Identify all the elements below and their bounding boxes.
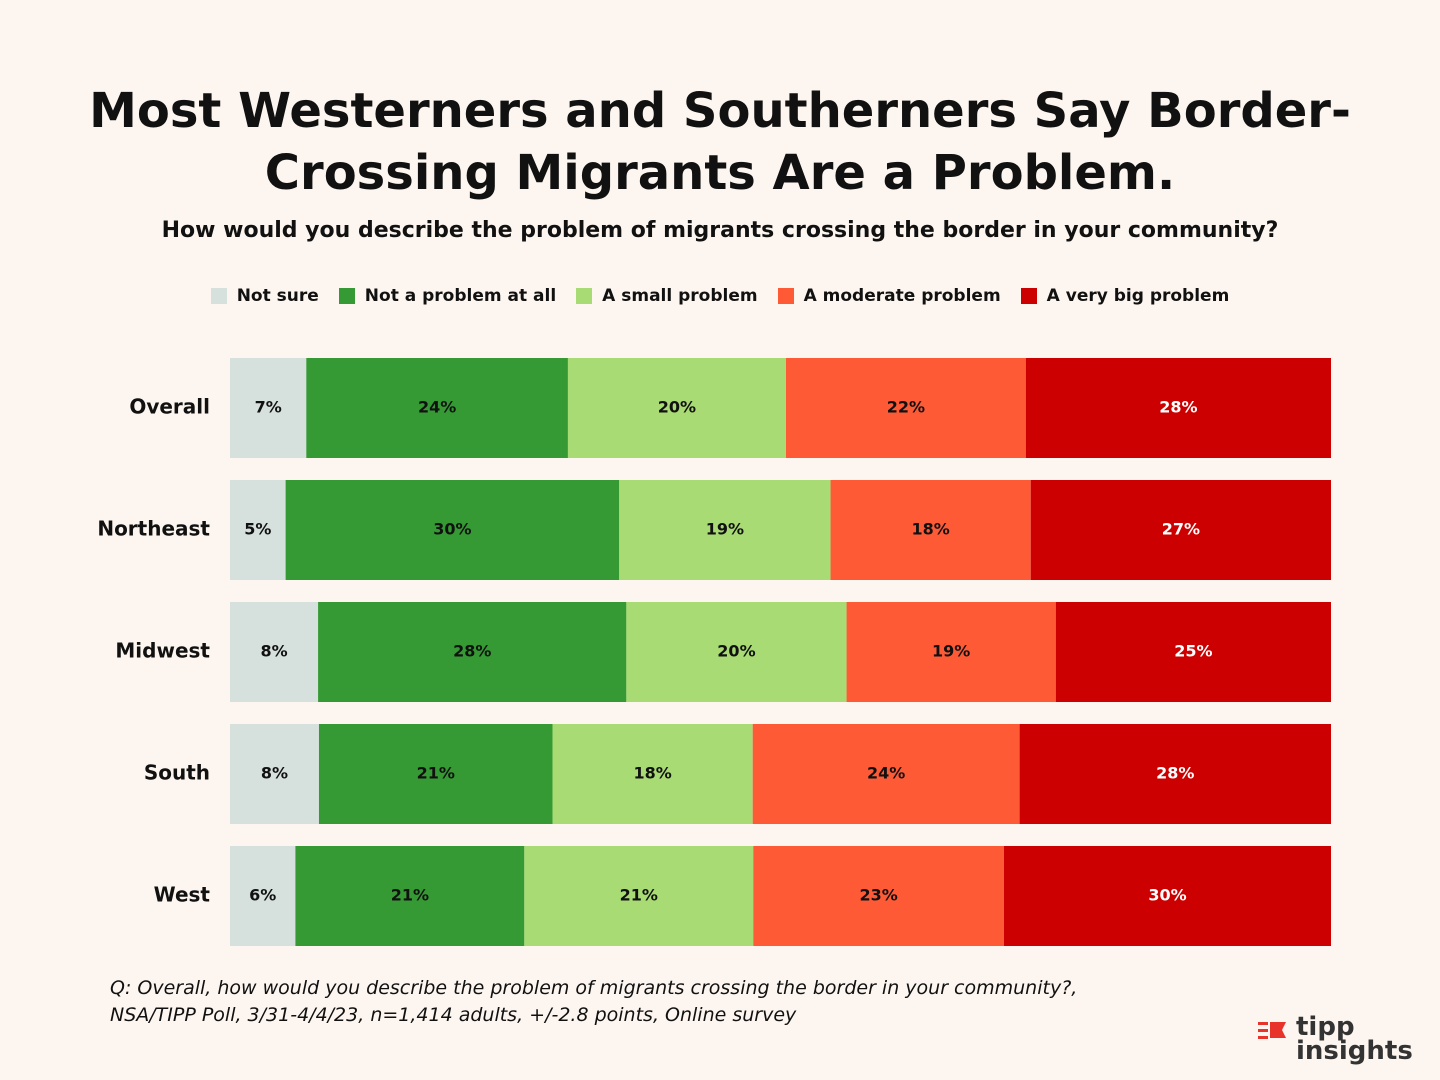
chart-title-line-2: Crossing Migrants Are a Problem. (264, 145, 1176, 201)
bar-segment (785, 358, 1026, 458)
bar-segment (1025, 358, 1331, 458)
data-label: 19% (932, 642, 970, 661)
category-label: Northeast (97, 517, 210, 541)
bar-segment (752, 724, 1020, 824)
footnote: Q: Overall, how would you describe the p… (110, 975, 1077, 1029)
bar-segment (830, 480, 1031, 580)
data-label: 28% (453, 642, 491, 661)
tipp-insights-logo: tipp insights (1258, 1012, 1413, 1066)
legend-swatch (576, 288, 593, 304)
bar-segment (753, 846, 1004, 946)
logo-word-insights: insights (1296, 1036, 1413, 1066)
data-label: 18% (911, 520, 949, 539)
category-label: West (154, 883, 211, 907)
data-label: 20% (658, 398, 696, 417)
bar-segment (230, 846, 296, 946)
data-label: 27% (1162, 520, 1200, 539)
bar-segment (1055, 602, 1331, 702)
data-label: 6% (249, 886, 276, 905)
data-label: 20% (717, 642, 755, 661)
data-label: 28% (1159, 398, 1197, 417)
bar-segment (230, 480, 286, 580)
bar-segment (524, 846, 754, 946)
data-label: 7% (255, 398, 282, 417)
chart-title-line-1: Most Westerners and Southerners Say Bord… (89, 83, 1351, 139)
data-label: 21% (620, 886, 658, 905)
legend-label: A small problem (602, 286, 758, 306)
bar-segment (295, 846, 525, 946)
data-label: 30% (433, 520, 471, 539)
logo-word-tipp: tipp (1296, 1012, 1355, 1042)
bar-segment (230, 724, 319, 824)
bar-segment (619, 480, 831, 580)
data-label: 8% (261, 764, 288, 783)
data-label: 18% (633, 764, 671, 783)
bar-segment (1030, 480, 1331, 580)
footnote-line-2: NSA/TIPP Poll, 3/31-4/4/23, n=1,414 adul… (110, 1004, 797, 1026)
legend-item-3: A moderate problem (777, 286, 1001, 306)
bar-segment (230, 602, 319, 702)
footnote-line-1: Q: Overall, how would you describe the p… (110, 977, 1078, 999)
data-label: 8% (260, 642, 287, 661)
data-label: 19% (706, 520, 744, 539)
bar-segment (318, 602, 627, 702)
legend-label: A very big problem (1046, 286, 1230, 306)
bar-segment (846, 602, 1056, 702)
data-label: 24% (418, 398, 456, 417)
legend-item-1: Not a problem at all (338, 286, 557, 306)
bar-segment (626, 602, 847, 702)
bar-segment (1003, 846, 1331, 946)
legend-label: Not sure (236, 286, 319, 306)
legend-swatch (210, 288, 227, 304)
bar-segment (306, 358, 568, 458)
data-label: 23% (859, 886, 897, 905)
category-label: Overall (129, 395, 210, 419)
bar-segment (567, 358, 786, 458)
chart-title: Most Westerners and Southerners Say Bord… (0, 80, 1440, 204)
bar-segment (230, 358, 307, 458)
data-label: 25% (1174, 642, 1212, 661)
category-label: South (144, 761, 210, 785)
logo-mark-icon (1258, 1022, 1286, 1039)
legend-item-2: A small problem (576, 286, 758, 306)
legend-label: Not a problem at all (364, 286, 557, 306)
data-label: 24% (867, 764, 905, 783)
data-label: 5% (244, 520, 271, 539)
data-label: 30% (1148, 886, 1186, 905)
data-label: 21% (417, 764, 455, 783)
data-label: 28% (1156, 764, 1194, 783)
legend-swatch (1020, 288, 1037, 304)
chart-subtitle: How would you describe the problem of mi… (161, 218, 1279, 243)
legend: Not sure Not a problem at all A small prob… (0, 286, 1440, 306)
bar-segment (285, 480, 620, 580)
bar-segment (318, 724, 553, 824)
legend-label: A moderate problem (803, 286, 1001, 306)
bar-segment (1019, 724, 1331, 824)
legend-swatch (777, 288, 794, 304)
data-label: 21% (391, 886, 429, 905)
data-label: 22% (887, 398, 925, 417)
bar-segment (552, 724, 753, 824)
category-label: Midwest (115, 639, 210, 663)
legend-item-0: Not sure (210, 286, 319, 306)
legend-item-4: A very big problem (1020, 286, 1230, 306)
legend-swatch (338, 288, 355, 304)
